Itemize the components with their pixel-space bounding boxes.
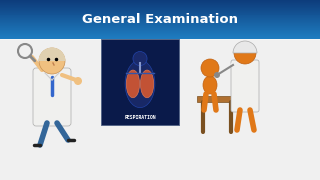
Bar: [0, 11, 320, 12]
FancyBboxPatch shape: [231, 60, 259, 112]
Circle shape: [201, 59, 219, 77]
Bar: [0, 14, 320, 15]
Circle shape: [234, 42, 256, 64]
Ellipse shape: [125, 60, 155, 108]
FancyBboxPatch shape: [33, 68, 71, 126]
Wedge shape: [233, 41, 257, 53]
Bar: [0, 0, 320, 1]
Bar: [0, 4, 320, 5]
Text: General Examination: General Examination: [82, 13, 238, 26]
Wedge shape: [38, 48, 66, 61]
Bar: [0, 31, 320, 32]
Circle shape: [214, 72, 220, 78]
Bar: [0, 6, 320, 7]
Bar: [0, 35, 320, 36]
Bar: [0, 26, 320, 27]
Ellipse shape: [140, 70, 154, 98]
Bar: [0, 34, 320, 35]
Bar: [0, 36, 320, 37]
Ellipse shape: [126, 70, 140, 98]
Text: RESPIRATION: RESPIRATION: [124, 115, 156, 120]
Bar: [0, 23, 320, 24]
Bar: [0, 1, 320, 2]
Bar: [197, 96, 237, 102]
Bar: [0, 12, 320, 13]
Ellipse shape: [203, 76, 217, 94]
Bar: [0, 16, 320, 17]
Bar: [0, 18, 320, 19]
Bar: [0, 32, 320, 33]
Bar: [0, 19, 320, 20]
Bar: [0, 13, 320, 14]
Bar: [0, 22, 320, 23]
Bar: [0, 10, 320, 11]
Bar: [0, 15, 320, 16]
Bar: [0, 38, 320, 39]
Bar: [0, 3, 320, 4]
Circle shape: [133, 51, 147, 66]
Bar: [0, 7, 320, 8]
Bar: [0, 27, 320, 28]
Bar: [0, 21, 320, 22]
Bar: [0, 30, 320, 31]
Bar: [0, 24, 320, 25]
Circle shape: [74, 77, 82, 85]
Bar: [0, 33, 320, 34]
Bar: [101, 39, 179, 125]
Bar: [0, 37, 320, 38]
Bar: [0, 9, 320, 10]
Bar: [0, 17, 320, 18]
Bar: [0, 20, 320, 21]
Bar: [0, 28, 320, 29]
Bar: [0, 29, 320, 30]
Circle shape: [39, 48, 65, 74]
Bar: [0, 2, 320, 3]
Bar: [0, 8, 320, 9]
Bar: [0, 5, 320, 6]
Bar: [0, 25, 320, 26]
